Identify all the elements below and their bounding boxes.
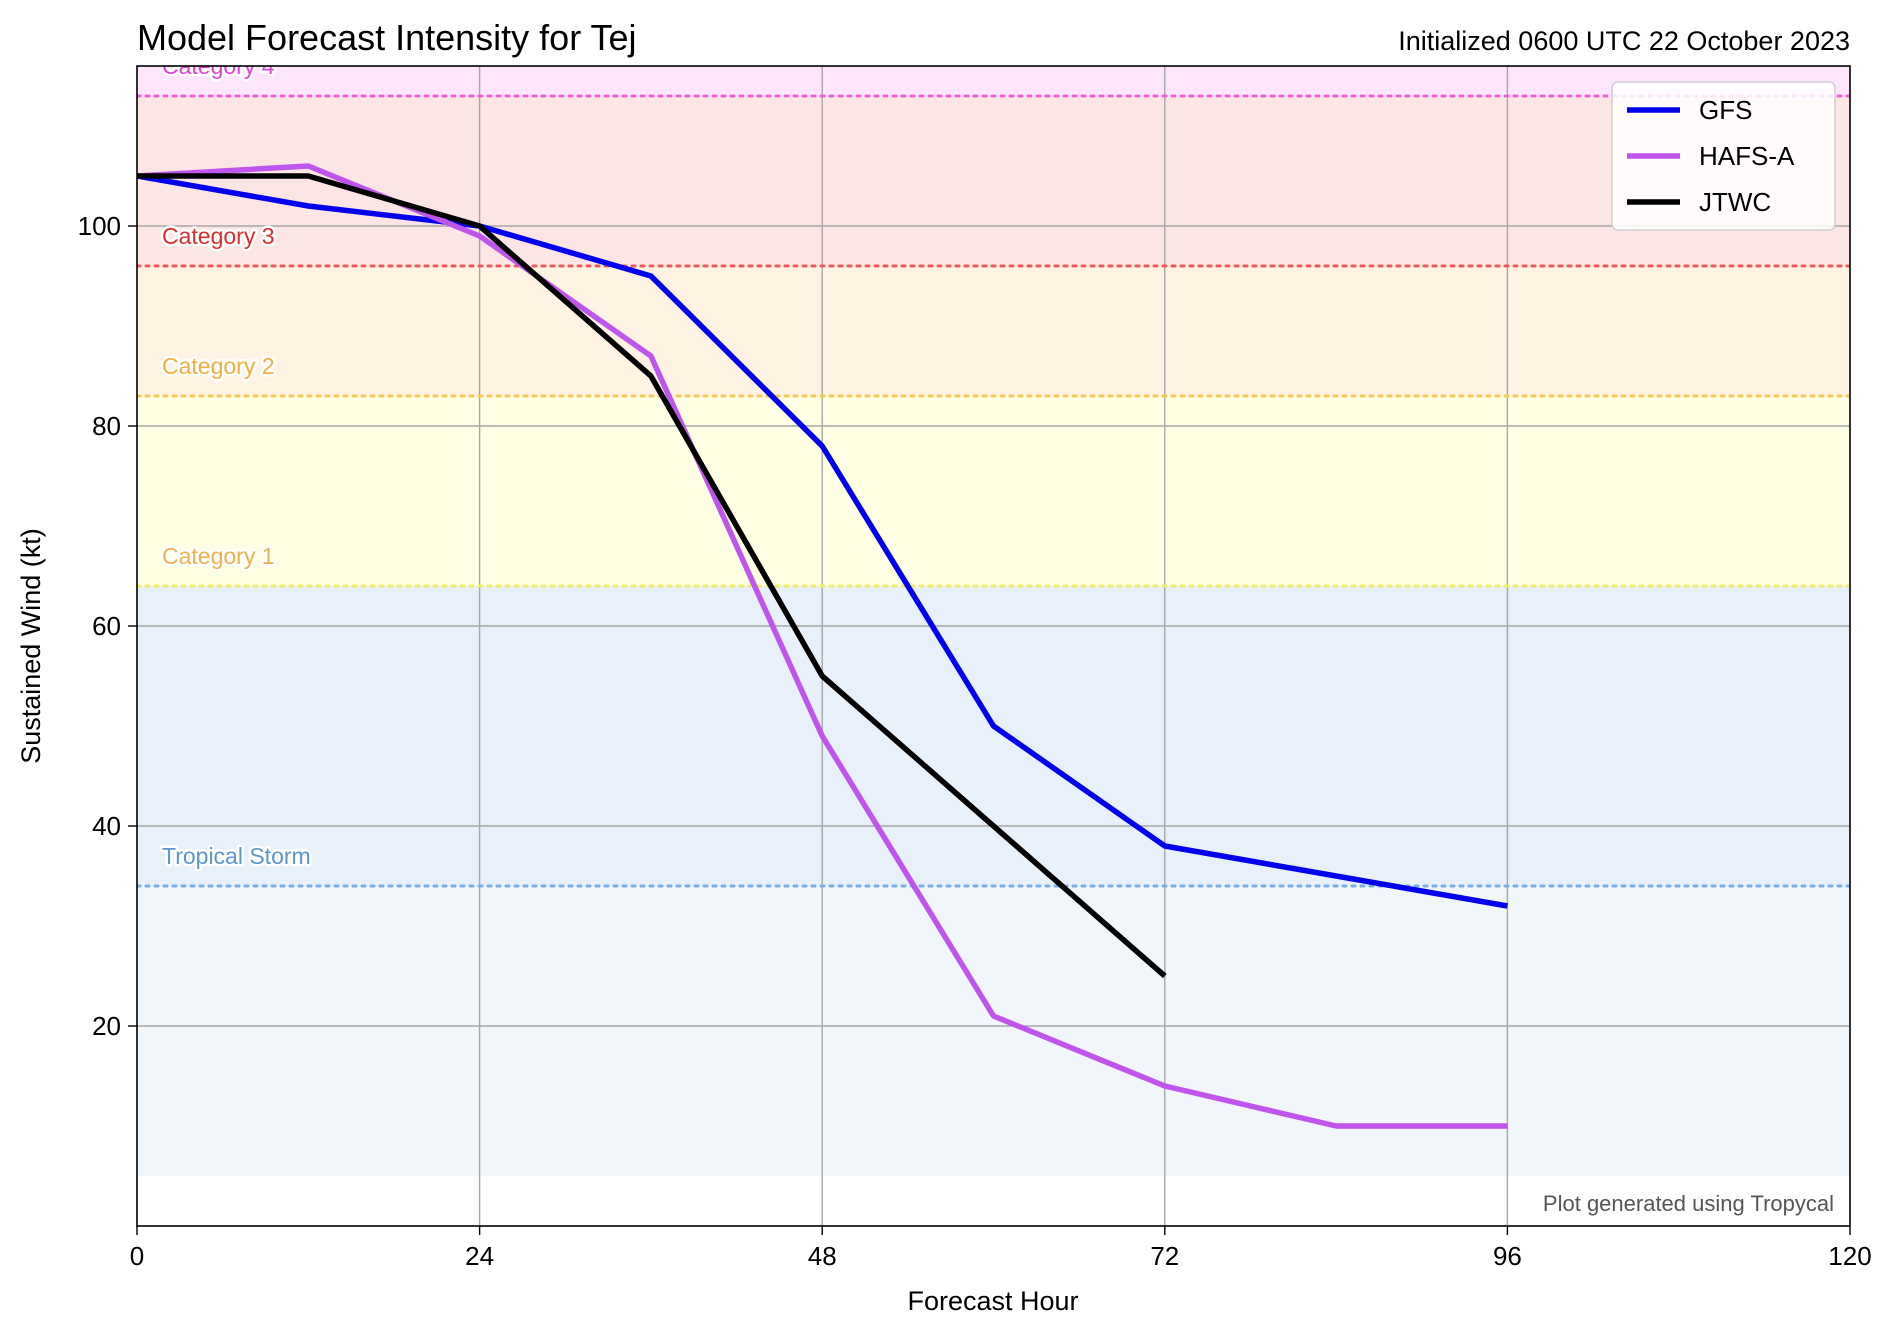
intensity-band [137,96,1850,266]
y-axis-label: Sustained Wind (kt) [16,528,46,764]
legend-label-hafs-a: HAFS-A [1699,141,1795,171]
threshold-label-tropical-storm: Tropical Storm [162,843,311,869]
x-tick-label: 48 [808,1241,837,1271]
threshold-label-category-1: Category 1 [162,543,275,569]
series-line-gfs [137,173,1508,909]
intensity-band [137,266,1850,396]
threshold-lines: Tropical Storm Category 1 Category 2 Catego… [137,53,1850,888]
legend-label-jtwc: JTWC [1699,187,1771,217]
intensity-band [137,66,1850,96]
threshold-label-category-3: Category 3 [162,223,275,249]
intensity-band [137,586,1850,886]
y-tick-label: 100 [78,211,121,241]
x-tick-label: 72 [1150,1241,1179,1271]
y-tick-label: 20 [92,1011,121,1041]
x-tick-label: 24 [465,1241,494,1271]
intensity-band [137,886,1850,1176]
series-line-hafs-a [137,163,1508,1129]
legend-label-gfs: GFS [1699,95,1752,125]
y-tick-label: 40 [92,811,121,841]
x-axis-label: Forecast Hour [907,1286,1078,1316]
intensity-bands [137,66,1850,1176]
threshold-label-category-4: Category 4 [162,53,275,79]
y-axis-ticks: 20 40 60 80 100 [78,211,137,1041]
plot-frame [136,65,1851,1227]
series-line-jtwc [137,173,1167,979]
x-tick-label: 0 [130,1241,144,1271]
legend: GFS HAFS-A JTWC [1611,81,1836,231]
x-tick-label: 96 [1493,1241,1522,1271]
legend-box [1611,81,1836,231]
chart-subtitle: Initialized 0600 UTC 22 October 2023 [1398,26,1850,56]
credit-annotation: Plot generated using Tropycal [1543,1191,1834,1216]
series-lines [137,163,1508,1129]
y-tick-label: 60 [92,611,121,641]
chart-title: Model Forecast Intensity for Tej [137,17,637,58]
y-tick-label: 80 [92,411,121,441]
x-tick-label: 120 [1828,1241,1871,1271]
x-axis-ticks: 0 24 48 72 96 120 [130,1226,1872,1271]
threshold-label-category-2: Category 2 [162,353,275,379]
intensity-band [137,396,1850,586]
